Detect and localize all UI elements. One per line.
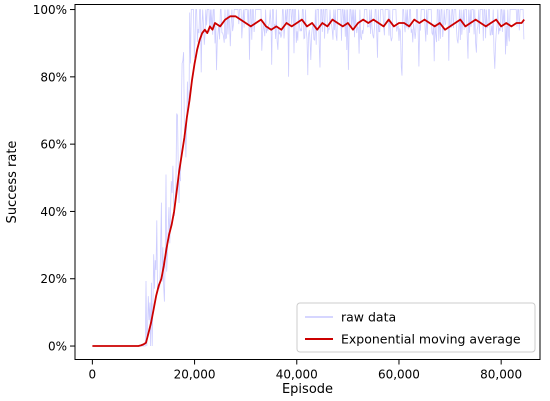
x-tick-label: 40,000 (276, 368, 318, 382)
x-axis: 0 20,000 40,000 60,000 80,000 (89, 359, 522, 382)
x-tick-label: 60,000 (378, 368, 420, 382)
y-tick-label: 60% (40, 138, 67, 152)
ema-series (92, 15, 525, 347)
legend-label-raw-data: raw data (341, 310, 396, 325)
y-tick-label: 0% (48, 340, 67, 354)
x-tick-label: 0 (89, 368, 97, 382)
y-tick-label: 20% (40, 272, 67, 286)
ema-line (92, 15, 525, 347)
y-tick-label: 100% (33, 3, 67, 17)
raw-data-series (92, 9, 525, 347)
y-axis: 0% 20% 40% 60% 80% 100% (33, 3, 75, 354)
legend: raw data Exponential moving average (296, 302, 536, 353)
legend-label-ema: Exponential moving average (341, 332, 521, 347)
y-tick-label: 40% (40, 205, 67, 219)
legend-box (296, 302, 536, 353)
x-tick-label: 20,000 (174, 368, 216, 382)
plot-frame (74, 4, 541, 360)
x-tick-label: 80,000 (480, 368, 522, 382)
raw-data-line (92, 9, 525, 347)
y-axis-label: Success rate (5, 141, 20, 224)
x-axis-label: Episode (282, 382, 333, 397)
y-tick-label: 80% (40, 70, 67, 84)
